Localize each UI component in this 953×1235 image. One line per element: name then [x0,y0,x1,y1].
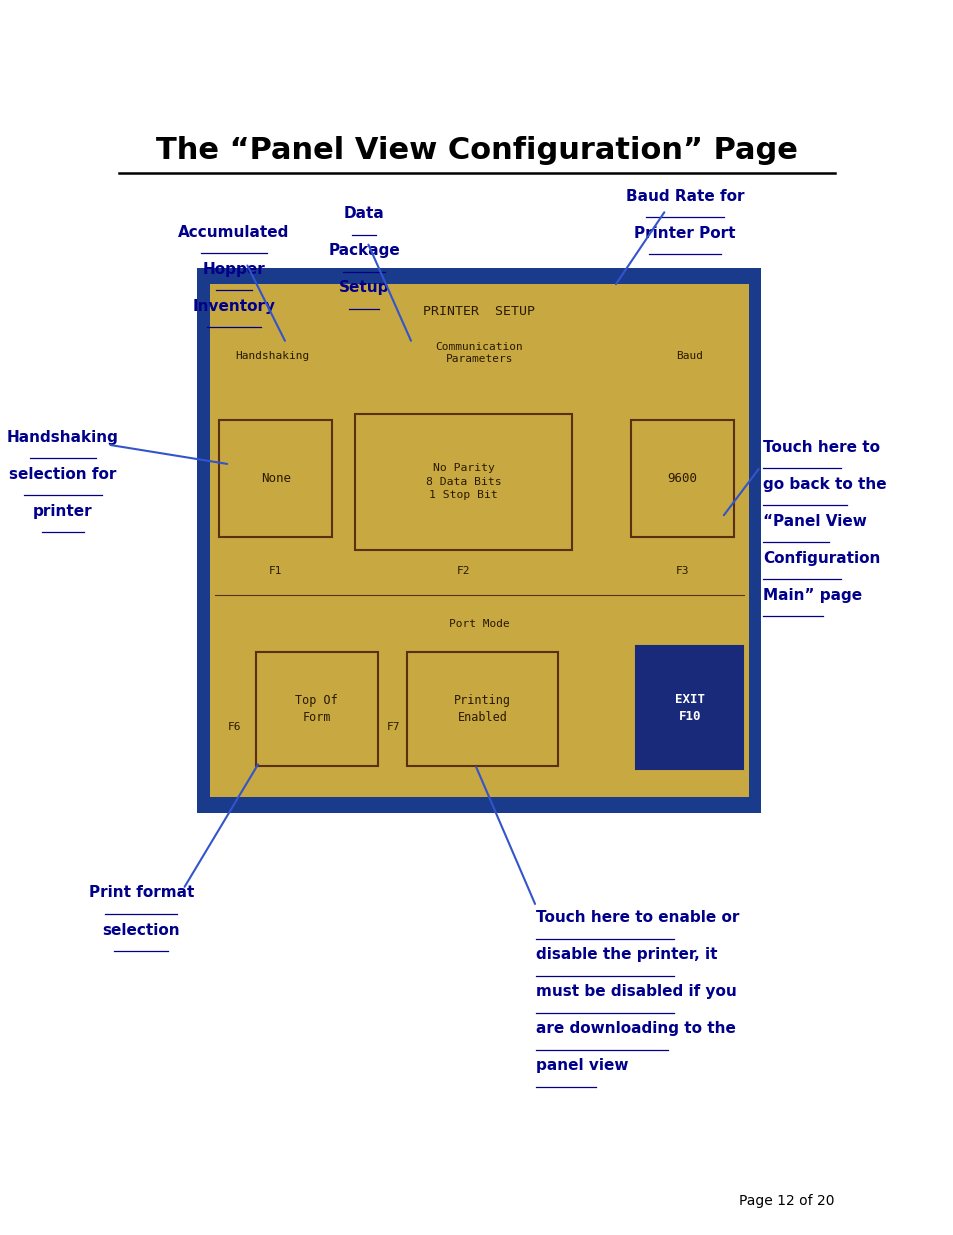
Text: Page 12 of 20: Page 12 of 20 [739,1194,834,1208]
Text: go back to the: go back to the [762,477,886,492]
Text: F6: F6 [228,722,241,732]
Text: Configuration: Configuration [762,551,880,566]
Text: F3: F3 [675,566,688,576]
Bar [355,414,572,550]
Text: PRINTER  SETUP: PRINTER SETUP [423,305,535,317]
Text: None: None [260,472,291,485]
Text: Handshaking: Handshaking [235,351,310,361]
Text: F7: F7 [386,722,399,732]
Text: Data: Data [344,206,384,221]
Text: Printer Port: Printer Port [634,226,735,241]
Text: disable the printer, it: disable the printer, it [536,947,717,962]
Text: Main” page: Main” page [762,588,862,603]
Text: Package: Package [328,243,400,258]
Text: Touch here to: Touch here to [762,440,880,454]
Bar [630,420,733,537]
Text: F1: F1 [269,566,282,576]
Text: Hopper: Hopper [202,262,265,277]
Bar [407,652,558,766]
Text: Communication
Parameters: Communication Parameters [436,342,522,364]
Bar [636,646,742,769]
Text: Setup: Setup [339,280,389,295]
Text: 9600: 9600 [666,472,697,485]
Text: Handshaking: Handshaking [7,430,119,445]
Bar [255,652,377,766]
Text: panel view: panel view [536,1058,628,1073]
Text: The “Panel View Configuration” Page: The “Panel View Configuration” Page [156,136,797,165]
Text: Printing
Enabled: Printing Enabled [454,694,511,724]
Text: No Parity
8 Data Bits
1 Stop Bit: No Parity 8 Data Bits 1 Stop Bit [425,463,501,500]
Text: printer: printer [33,504,92,519]
Text: Baud Rate for: Baud Rate for [625,189,743,204]
Text: selection for: selection for [10,467,116,482]
Text: Accumulated: Accumulated [178,225,289,240]
Text: Print format: Print format [89,885,193,900]
Text: are downloading to the: are downloading to the [536,1021,736,1036]
Bar [197,268,760,813]
Text: Baud: Baud [676,351,702,361]
Text: Inventory: Inventory [192,299,275,314]
Text: selection: selection [102,923,180,937]
Text: F2: F2 [456,566,470,576]
Text: must be disabled if you: must be disabled if you [536,984,736,999]
Bar [210,284,748,797]
Bar [219,420,332,537]
Text: Top Of
Form: Top Of Form [295,694,337,724]
Text: Touch here to enable or: Touch here to enable or [536,910,739,925]
Text: Port Mode: Port Mode [449,619,509,629]
Text: EXIT
F10: EXIT F10 [674,693,704,722]
Text: “Panel View: “Panel View [762,514,866,529]
